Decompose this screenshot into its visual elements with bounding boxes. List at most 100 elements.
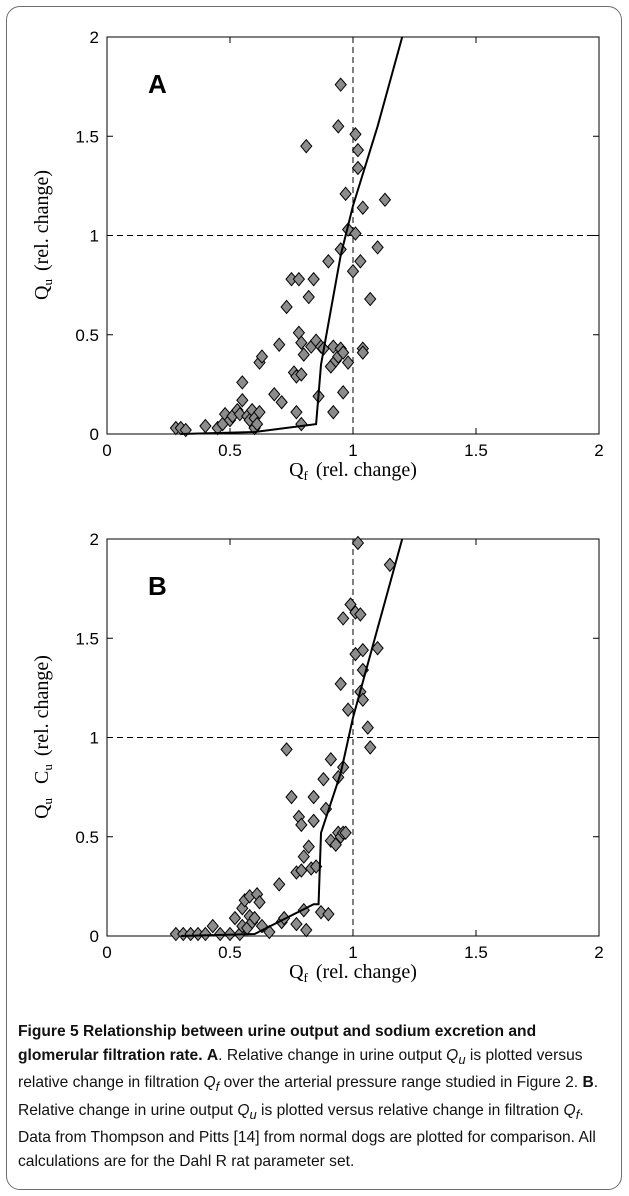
y-axis-label-rest: (rel. change)	[31, 655, 53, 756]
x-axis-label: Qf (rel. change)	[289, 961, 417, 985]
data-point	[302, 839, 315, 854]
y-axis-label-sub: u	[40, 797, 55, 804]
panel-a: 0 0.5 1 1.5 2 0 0.5 1 1.5 2 A Qf (rel. change) Qu (…	[31, 28, 604, 483]
data-point	[322, 906, 335, 922]
data-point	[307, 813, 320, 829]
data-point	[324, 752, 338, 767]
caption-var: Qu	[237, 1101, 257, 1122]
data-point	[371, 240, 384, 255]
data-point	[273, 877, 286, 892]
data-point	[371, 640, 384, 656]
y-axis-label: QuCu(rel. change)	[31, 655, 55, 819]
data-point	[356, 642, 369, 658]
x-axis-label-rest: (rel. change)	[316, 459, 417, 481]
data-point	[364, 291, 377, 307]
y-tick-label: 1	[90, 729, 99, 748]
data-point	[297, 347, 310, 362]
y-tick-label: 0.5	[75, 326, 99, 345]
caption-text: is plotted versus relative change in fil…	[18, 1046, 583, 1092]
data-point	[349, 126, 362, 142]
x-axis-label-main: Q	[289, 961, 304, 983]
data-point	[383, 557, 397, 573]
data-point	[236, 375, 249, 390]
data-point	[354, 607, 367, 622]
data-point	[334, 77, 347, 92]
data-point	[206, 918, 219, 934]
data-point	[292, 271, 306, 287]
data-point	[364, 740, 377, 755]
data-point	[327, 404, 340, 420]
caption-var: Qu	[446, 1046, 466, 1067]
x-axis-label: Qf (rel. change)	[289, 459, 417, 483]
x-tick-label: 1	[348, 943, 357, 962]
x-axis-label-main: Q	[289, 459, 304, 481]
x-axis-label-sub: f	[304, 970, 309, 985]
data-point	[341, 355, 355, 370]
data-point	[295, 817, 308, 833]
reference-lines	[107, 539, 599, 936]
y-tick-label: 0	[90, 927, 99, 946]
y-tick-label: 2	[90, 28, 99, 47]
y-tick-label: 1.5	[75, 629, 99, 648]
y-axis-label-sub2: u	[40, 764, 55, 771]
figure-charts: 0 0.5 1 1.5 2 0 0.5 1 1.5 2 A Qf (rel. change) Qu (…	[31, 28, 604, 985]
y-axis-label-main: Q	[31, 285, 53, 300]
data-point	[290, 404, 303, 420]
caption-var: Qf	[203, 1074, 220, 1095]
data-point	[334, 676, 347, 692]
y-tick-label: 0	[90, 425, 99, 444]
data-point	[253, 404, 266, 420]
data-point	[351, 142, 365, 158]
data-point	[351, 160, 365, 176]
x-tick-label: 1.5	[464, 943, 488, 962]
y-tick-label: 0.5	[75, 828, 99, 847]
data-point	[339, 186, 352, 202]
data-point	[248, 910, 261, 926]
caption-text: over the arterial pressure range studied…	[219, 1074, 583, 1092]
data-point	[337, 611, 350, 626]
data-point	[236, 392, 249, 408]
data-point	[199, 926, 212, 942]
data-point	[295, 335, 308, 350]
caption-label-a: A	[206, 1046, 219, 1064]
data-point	[337, 345, 350, 360]
y-axis-label-sub: u	[40, 279, 55, 286]
data-point	[307, 789, 320, 805]
caption-title: Figure 5 Relationship between urine outp…	[18, 1023, 537, 1064]
data-point	[351, 535, 365, 551]
x-tick-label: 1	[348, 441, 357, 460]
data-point	[295, 367, 308, 382]
data-point	[361, 720, 374, 735]
figure-caption: Figure 5 Relationship between urine outp…	[18, 1020, 618, 1173]
data-point	[275, 394, 288, 410]
panel-label: B	[148, 571, 167, 601]
data-point	[268, 387, 281, 402]
data-point	[280, 742, 293, 757]
model-line	[180, 36, 404, 435]
x-tick-label: 2	[594, 441, 603, 460]
data-point	[273, 337, 286, 352]
model-line	[180, 538, 404, 937]
data-point	[280, 299, 293, 315]
caption-text: . Relative change in urine output	[218, 1046, 447, 1064]
x-tick-label: 2	[594, 943, 603, 962]
y-axis-label-main: Q	[31, 804, 53, 819]
caption-text: . Relative change in urine output	[18, 1074, 599, 1119]
axis-ticks: 0 0.5 1 1.5 2 0 0.5 1 1.5 2	[75, 28, 603, 460]
x-tick-label: 0	[102, 943, 111, 962]
data-point	[349, 226, 362, 241]
y-tick-label: 2	[90, 530, 99, 549]
y-axis-label-main2: C	[31, 771, 53, 784]
data-point	[322, 254, 335, 269]
data-point	[253, 894, 266, 910]
caption-text: is plotted versus relative change in fil…	[256, 1101, 564, 1119]
panel-b: 0 0.5 1 1.5 200.511.52 B Qf (rel. change) QuC…	[31, 530, 604, 985]
data-point	[228, 910, 242, 926]
model-curve	[180, 538, 404, 937]
axis-ticks: 0 0.5 1 1.5 2 0 0.5 1 1.5 2	[75, 530, 603, 962]
panel-label: A	[148, 69, 167, 99]
data-point	[337, 385, 350, 400]
data-point	[341, 702, 355, 717]
model-curve	[180, 36, 404, 435]
y-tick-label: 1	[90, 227, 99, 246]
